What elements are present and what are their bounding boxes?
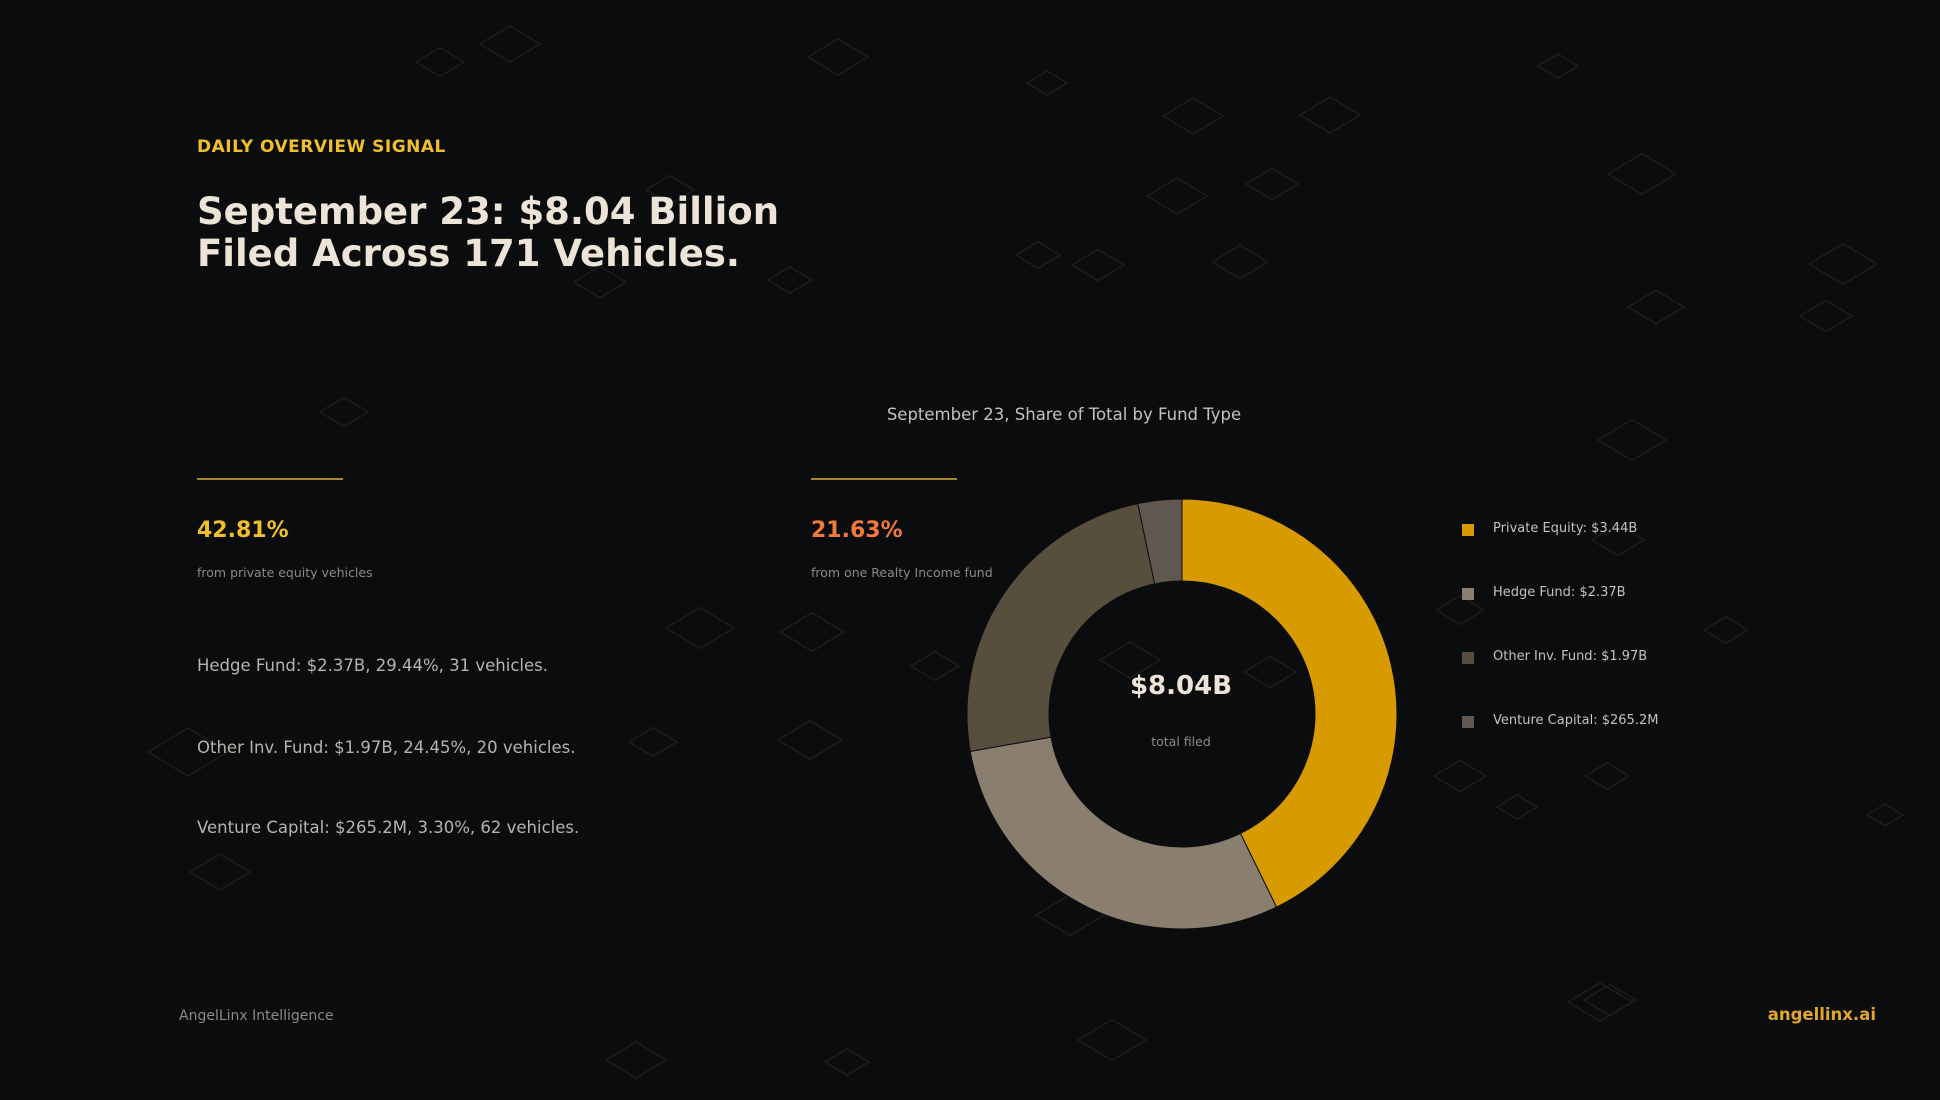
legend-label-venture-capital: Venture Capital: $265.2M [1493,713,1659,728]
stat-value-realty-income: 21.63% [811,518,903,543]
background-diamond [1434,594,1486,626]
background-diamond [1583,761,1631,791]
background-diamond [1582,983,1638,1017]
donut-center-caption: total filed [1151,734,1211,749]
background-diamond [1145,177,1209,215]
background-diamond [1244,167,1300,201]
legend-swatch-private-equity [1462,524,1474,536]
background-diamond [1798,299,1854,333]
background-diamond [1014,240,1062,270]
detail-other-inv-fund: Other Inv. Fund: $1.97B, 24.45%, 20 vehi… [197,738,576,757]
donut-chart [966,498,1398,930]
background-diamond [604,1041,668,1079]
stat-caption-realty-income: from one Realty Income fund [811,565,993,580]
donut-slice-other-inv-fund [966,503,1156,752]
eyebrow-label: DAILY OVERVIEW SIGNAL [197,137,446,157]
footer-website-link[interactable]: angellinx.ai [1767,1005,1876,1024]
legend-swatch-hedge-fund [1462,588,1474,600]
footer-brand-name: AngelLinx Intelligence [179,1008,334,1024]
background-diamond [1025,70,1069,96]
stat-caption-private-equity: from private equity vehicles [197,565,373,580]
background-diamond [1495,794,1539,820]
background-diamond [664,606,736,650]
background-diamond [1034,893,1106,937]
legend-label-private-equity: Private Equity: $3.44B [1493,521,1638,536]
background-diamond [644,174,696,206]
background-diamond [909,650,961,682]
background-diamond [1098,641,1162,679]
background-diamond [318,396,370,428]
background-diamond [1161,97,1225,135]
legend-swatch-venture-capital [1462,716,1474,728]
background-diamond [778,611,846,653]
background-diamond [478,25,542,63]
background-diamond [1210,244,1270,280]
background-diamond [1566,981,1634,1023]
detail-hedge-fund: Hedge Fund: $2.37B, 29.44%, 31 vehicles. [197,656,548,675]
background-diamond [146,727,230,777]
background-diamond [806,38,870,76]
stat-divider-1 [197,478,343,480]
headline-line-1: September 23: $8.04 Billion [197,190,780,233]
background-diamond [414,46,466,78]
background-diamond [1070,248,1126,282]
background-diamond [1432,759,1488,793]
background-diamond [1298,96,1362,134]
legend-label-hedge-fund: Hedge Fund: $2.37B [1493,585,1626,600]
donut-slice-hedge-fund [969,736,1278,930]
background-diamond [1590,523,1646,557]
background-diamond [1596,418,1668,462]
background-diamond [627,726,679,758]
legend-label-other-inv-fund: Other Inv. Fund: $1.97B [1493,649,1648,664]
donut-slice-venture-capital [1137,498,1183,585]
background-diamond [1702,615,1750,645]
background-diamond [776,719,844,761]
background-diamond [823,1047,871,1077]
donut-center-value: $8.04B [1129,671,1233,701]
stat-value-private-equity: 42.81% [197,518,289,543]
legend-swatch-other-inv-fund [1462,652,1474,664]
background-diamond [1865,803,1905,827]
background-diamond [188,853,252,891]
stat-divider-2 [811,478,957,480]
chart-title: September 23, Share of Total by Fund Typ… [886,405,1242,424]
donut-slice-private-equity [1181,498,1398,908]
background-diamond [1536,53,1580,79]
background-diamond [766,265,814,295]
detail-venture-capital: Venture Capital: $265.2M, 3.30%, 62 vehi… [197,818,580,837]
background-diamond [572,265,628,299]
page-headline: September 23: $8.04 Billion Filed Across… [197,191,957,275]
headline-line-2: Filed Across 171 Vehicles. [197,232,740,275]
background-diamond [1076,1018,1148,1062]
background-diamond [1242,655,1298,689]
background-diamond [1626,289,1686,325]
background-diamond [1807,242,1879,286]
background-diamond [1606,152,1678,196]
